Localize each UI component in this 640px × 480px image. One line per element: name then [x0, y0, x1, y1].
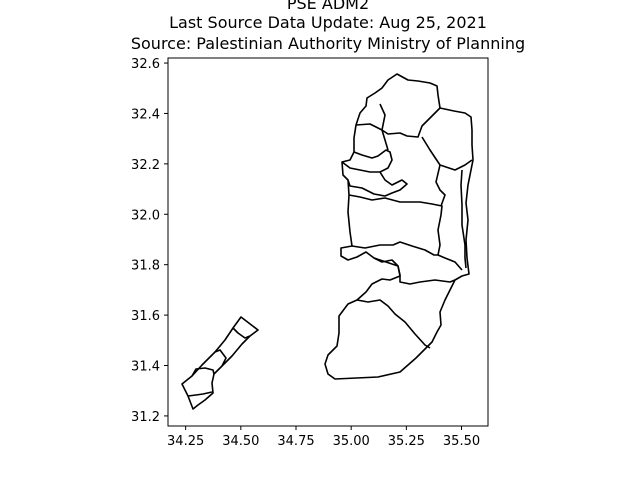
- gaza-strip-outline: [181, 316, 259, 410]
- boundary-jericho: [437, 214, 463, 271]
- x-tick-label: 34.75: [277, 434, 314, 449]
- x-axis: 34.25 34.50 34.75 35.00 35.25 35.50: [167, 426, 480, 449]
- boundary-nablus: [381, 129, 389, 151]
- y-tick-label: 31.6: [131, 309, 160, 324]
- boundary-jordan-valley: [435, 164, 467, 269]
- map-boundaries: [324, 73, 474, 380]
- boundary-qalqilya-south: [341, 161, 408, 197]
- boundary-salfit-ramallah: [348, 194, 443, 216]
- y-tick-label: 32.0: [131, 208, 160, 223]
- y-tick-label: 31.2: [131, 410, 160, 425]
- gaza-boundary-1: [232, 327, 251, 339]
- plot-frame: [167, 57, 489, 427]
- x-tick-label: 35.25: [388, 434, 425, 449]
- gaza-boundary-2: [214, 349, 227, 367]
- x-tick-label: 35.00: [333, 434, 370, 449]
- y-tick-label: 31.8: [131, 259, 160, 274]
- boundary-ramallah-jerusalem: [351, 241, 438, 256]
- boundary-jenin-tubas: [379, 103, 441, 138]
- y-axis: 31.2 31.4 31.6 31.8 32.0 32.2 32.4 32.6: [131, 57, 168, 425]
- title-line-3: Source: Palestinian Authority Ministry o…: [131, 34, 525, 53]
- y-tick-label: 32.6: [131, 57, 160, 72]
- gaza-boundaries: [181, 316, 259, 410]
- boundary-bethlehem-hebron: [356, 299, 431, 349]
- gaza-boundary-3: [191, 367, 215, 377]
- map-title: PSE ADM2 Last Source Data Update: Aug 25…: [131, 0, 525, 53]
- west-bank-outline: [324, 73, 474, 380]
- boundary-jerusalem-bethlehem: [373, 257, 456, 285]
- y-tick-label: 31.4: [131, 360, 160, 375]
- title-line-1: PSE ADM2: [287, 0, 369, 13]
- boundary-tubas-east: [421, 136, 473, 171]
- gaza-boundary-4: [187, 391, 213, 397]
- title-line-2: Last Source Data Update: Aug 25, 2021: [169, 13, 487, 32]
- boundary-tulkarm: [355, 123, 383, 131]
- y-tick-label: 32.4: [131, 107, 160, 122]
- boundary-qalqilya-north: [353, 149, 393, 173]
- x-tick-label: 35.50: [443, 434, 480, 449]
- y-tick-label: 32.2: [131, 158, 160, 173]
- x-tick-label: 34.50: [222, 434, 259, 449]
- x-tick-label: 34.25: [167, 434, 204, 449]
